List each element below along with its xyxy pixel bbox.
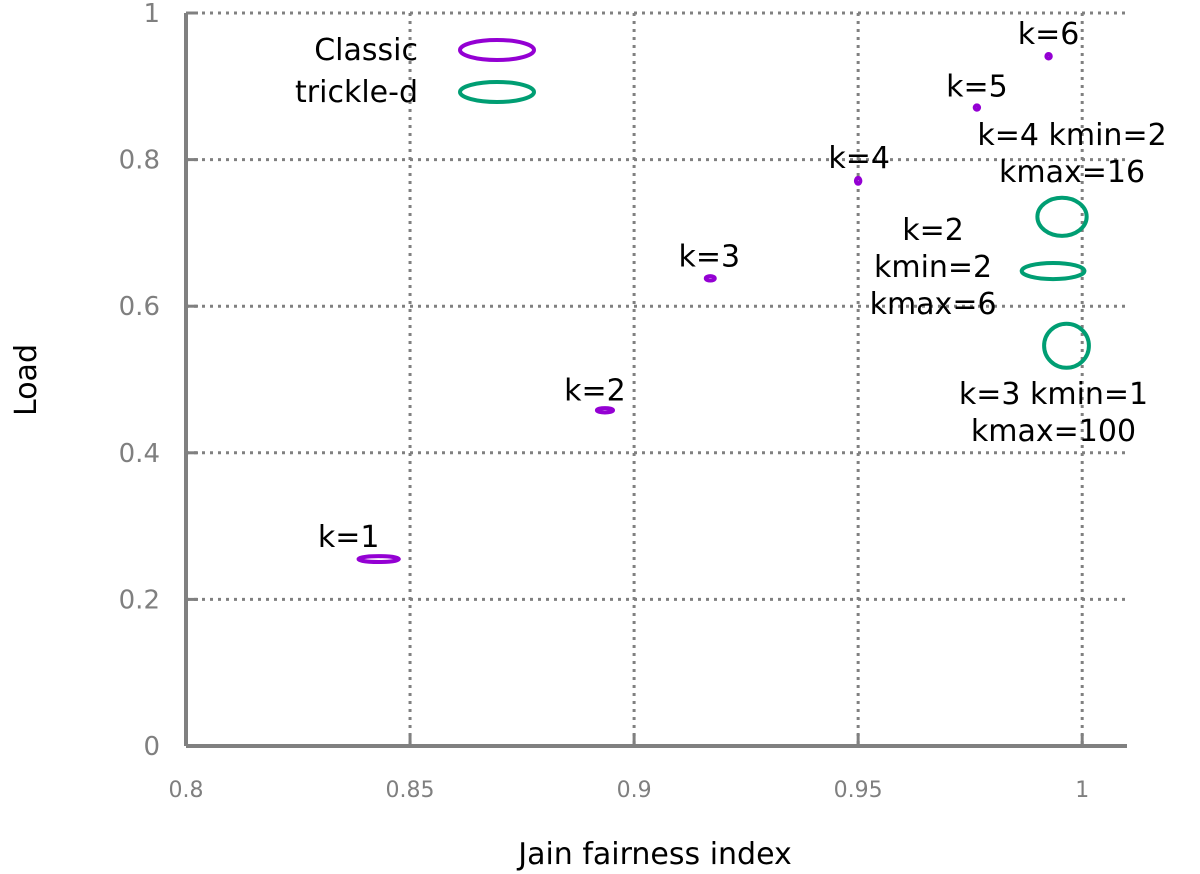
data-label-line: kmax=16 [999,155,1145,190]
x-tick-label: 0.8 [169,778,204,803]
trickle-d-point [1019,260,1087,282]
x-tick-label: 0.95 [834,778,883,803]
trickle-d-point [1042,321,1091,370]
data-label: k=2 kmin=2 kmax=6 [870,213,997,322]
data-label-line: kmax=100 [971,414,1136,449]
x-tick-label: 1 [1075,778,1089,803]
data-label-line: kmax=6 [870,287,997,322]
data-label-line: k=3 kmin=1 [959,377,1148,412]
legend-swatch [458,80,536,104]
x-tick-label: 0.85 [386,778,435,803]
data-label: k=6 [1018,17,1080,52]
data-label-line: k=4 kmin=2 [977,118,1166,153]
tick-labels: 0.8 0.85 0.9 0.95 1 0 0.2 0.4 0.6 0.8 1 [119,0,1090,803]
x-axis-label: Jain fairness index [516,837,792,872]
classic-point [703,274,717,283]
grid-lines [186,11,1127,746]
x-tick-label: 0.9 [617,778,652,803]
data-label: k=2 [564,373,626,408]
data-label-line: k=1 [318,520,380,555]
y-tick-label: 0.4 [119,439,160,469]
data-label-line: k=4 [828,141,890,176]
data-label-line: k=5 [946,70,1008,105]
data-label-line: k=2 [902,213,964,248]
data-label: k=4 kmin=2 kmax=16 [977,118,1166,190]
legend-label: trickle-d [295,75,418,110]
y-tick-label: 0.2 [119,585,160,615]
data-label-line: k=3 [678,239,740,274]
data-label: k=3 kmin=1 kmax=100 [959,377,1148,449]
data-label-line: k=6 [1018,17,1080,52]
classic-point [972,103,982,112]
y-tick-label: 1 [143,0,160,29]
data-marks [356,52,1091,565]
y-tick-label: 0.6 [119,292,160,322]
y-tick-label: 0 [143,732,160,762]
data-labels: k=1k=2k=3k=4k=5k=6k=2 kmin=2 kmax=6k=4 kmi… [318,17,1167,555]
y-tick-label: 0.8 [119,146,160,176]
legend-label: Classic [314,33,418,68]
legend-swatch [458,38,536,62]
data-label-line: kmin=2 [874,250,992,285]
trickle-d-point [1035,195,1089,238]
data-label: k=3 [678,239,740,274]
legend: Classic trickle-d [295,33,536,110]
data-label: k=1 [318,520,380,555]
classic-point [356,554,401,565]
classic-point [853,175,863,186]
data-label: k=4 [828,141,890,176]
axes [184,11,1127,748]
classic-point [594,406,616,415]
data-label: k=5 [946,70,1008,105]
data-label-line: k=2 [564,373,626,408]
classic-point [1044,52,1053,61]
y-axis-label: Load [9,344,44,416]
